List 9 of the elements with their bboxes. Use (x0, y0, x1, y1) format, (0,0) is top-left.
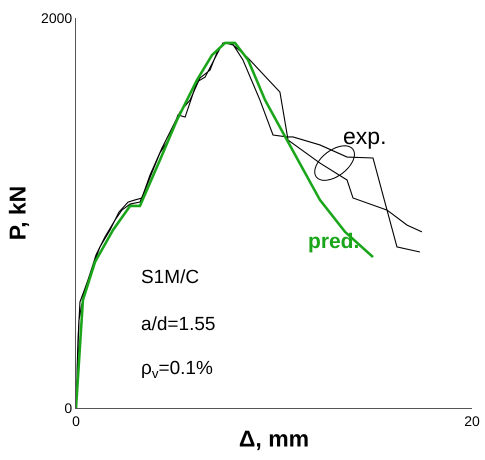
y-axis-title: P, kN (4, 186, 30, 240)
annotation: exp. (343, 123, 386, 149)
x-axis-title: Δ, mm (238, 425, 310, 452)
annotation: a/d=1.55 (141, 314, 216, 335)
annotation: S1M/C (141, 267, 200, 288)
annotation: ρ$_{v}$=0.1% (141, 358, 213, 381)
series-label: pred. (308, 230, 360, 253)
y-tick-label: 2000 (41, 10, 72, 26)
x-tick-label: 20 (464, 412, 480, 429)
